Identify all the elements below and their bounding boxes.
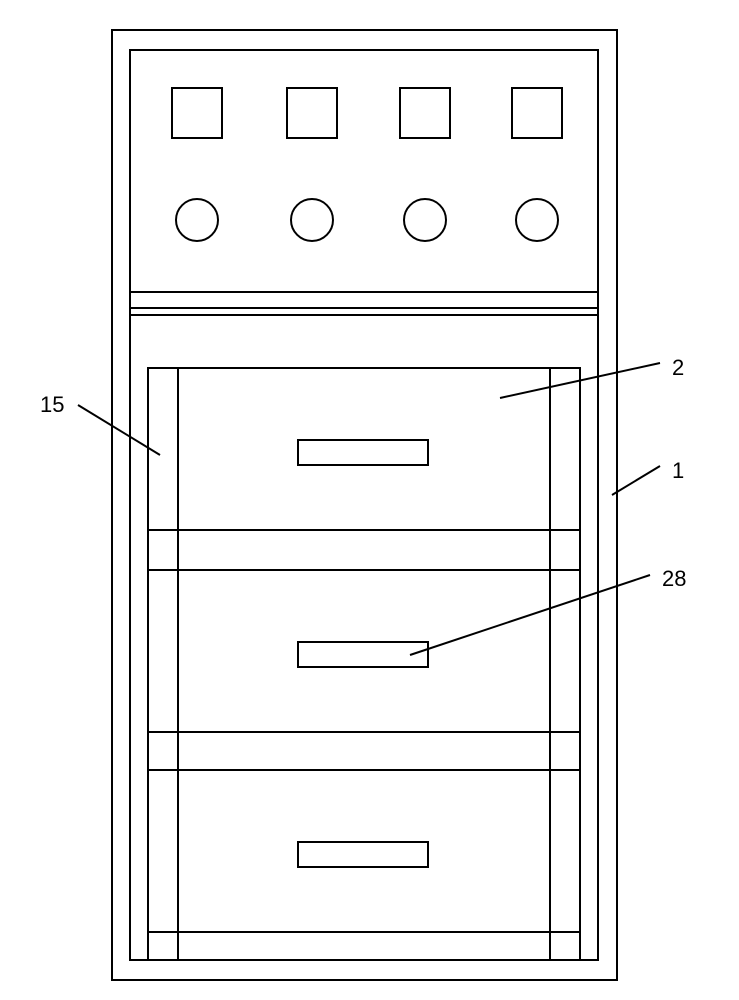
- drawer-2: [148, 570, 580, 732]
- drawer-handle-3: [298, 842, 428, 867]
- indicator-circle-2: [291, 199, 333, 241]
- indicator-circle-3: [404, 199, 446, 241]
- side-rail-right: [550, 368, 580, 960]
- callout-label-1: 1: [672, 458, 684, 483]
- callout-label-28: 28: [662, 566, 686, 591]
- indicator-circle-1: [176, 199, 218, 241]
- indicator-square-2: [287, 88, 337, 138]
- indicator-circle-4: [516, 199, 558, 241]
- drawer-handle-2: [298, 642, 428, 667]
- indicator-square-1: [172, 88, 222, 138]
- inner-frame: [130, 50, 598, 960]
- callout-label-2: 2: [672, 355, 684, 380]
- callout-line-28: [410, 575, 650, 655]
- side-rail-left: [148, 368, 178, 960]
- drawer-handle-1: [298, 440, 428, 465]
- thin-divider: [130, 308, 598, 315]
- diagram-canvas: 2 1 28 15: [0, 0, 739, 1000]
- drawer-3: [148, 770, 580, 932]
- indicator-square-4: [512, 88, 562, 138]
- outer-frame: [112, 30, 617, 980]
- indicator-square-3: [400, 88, 450, 138]
- callout-label-15: 15: [40, 392, 64, 417]
- callout-line-1: [612, 466, 660, 495]
- drawer-1: [148, 368, 580, 530]
